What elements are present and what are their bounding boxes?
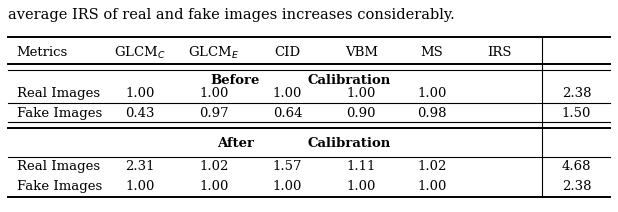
Text: Calibration: Calibration	[307, 137, 391, 150]
Text: After: After	[217, 137, 253, 150]
Text: 0.97: 0.97	[199, 107, 229, 120]
Text: 1.00: 1.00	[417, 180, 447, 193]
Text: 0.64: 0.64	[273, 107, 302, 120]
Text: MS: MS	[421, 46, 444, 59]
Text: Metrics: Metrics	[17, 46, 68, 59]
Text: 4.68: 4.68	[562, 160, 591, 173]
Text: 2.31: 2.31	[125, 160, 154, 173]
Text: 1.02: 1.02	[417, 160, 447, 173]
Text: 1.00: 1.00	[273, 87, 302, 100]
Text: VBM: VBM	[345, 46, 378, 59]
Text: Real Images: Real Images	[17, 160, 100, 173]
Text: 2.38: 2.38	[562, 87, 591, 100]
Text: Calibration: Calibration	[307, 74, 391, 87]
Text: average IRS of real and fake images increases considerably.: average IRS of real and fake images incr…	[7, 8, 454, 22]
Text: 1.00: 1.00	[273, 180, 302, 193]
Text: 1.50: 1.50	[562, 107, 591, 120]
Text: 1.00: 1.00	[199, 180, 228, 193]
Text: 2.38: 2.38	[562, 180, 591, 193]
Text: 1.57: 1.57	[273, 160, 302, 173]
Text: Before: Before	[211, 74, 260, 87]
Text: CID: CID	[274, 46, 300, 59]
Text: GLCM$_E$: GLCM$_E$	[188, 45, 239, 61]
Text: 1.02: 1.02	[199, 160, 228, 173]
Text: 1.00: 1.00	[347, 87, 376, 100]
Text: 0.43: 0.43	[125, 107, 154, 120]
Text: 0.90: 0.90	[347, 107, 376, 120]
Text: GLCM$_C$: GLCM$_C$	[114, 45, 166, 61]
Text: 1.00: 1.00	[199, 87, 228, 100]
Text: 1.00: 1.00	[125, 180, 154, 193]
Text: 0.98: 0.98	[417, 107, 447, 120]
Text: 1.00: 1.00	[417, 87, 447, 100]
Text: IRS: IRS	[488, 46, 512, 59]
Text: Fake Images: Fake Images	[17, 107, 102, 120]
Text: Real Images: Real Images	[17, 87, 100, 100]
Text: 1.11: 1.11	[347, 160, 376, 173]
Text: 1.00: 1.00	[347, 180, 376, 193]
Text: 1.00: 1.00	[125, 87, 154, 100]
Text: Fake Images: Fake Images	[17, 180, 102, 193]
